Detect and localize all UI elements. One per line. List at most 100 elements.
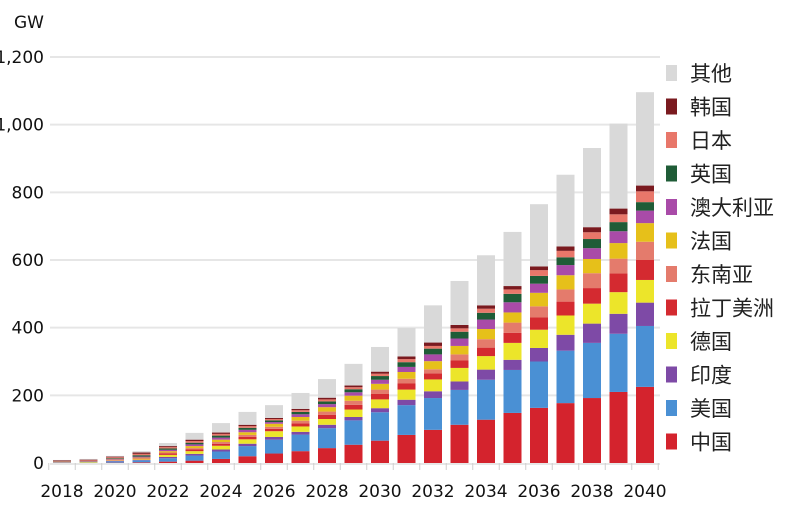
x-tick-label: 2030 — [358, 482, 401, 502]
bar-segment-拉丁美洲 — [477, 347, 495, 357]
bar-segment-法国 — [477, 329, 495, 340]
x-tick-label: 2028 — [305, 482, 348, 502]
bar-segment-中国 — [424, 429, 442, 463]
bar-segment-印度 — [636, 302, 654, 326]
x-tick-label: 2022 — [146, 482, 189, 502]
bar-segment-其他 — [106, 455, 124, 457]
bar-segment-中国 — [556, 403, 575, 463]
bar-segment-东南亚 — [371, 389, 389, 394]
bar-segment-东南亚 — [424, 369, 442, 374]
bar-segment-中国 — [450, 424, 469, 463]
legend-item-美国: 美国 — [666, 397, 732, 421]
legend-label: 拉丁美洲 — [690, 297, 774, 321]
bar-segment-拉丁美洲 — [291, 423, 310, 427]
bar-2030 — [371, 346, 389, 463]
bar-segment-澳大利亚 — [609, 231, 628, 244]
bar-segment-印度 — [477, 369, 495, 380]
bar-segment-澳大利亚 — [530, 283, 548, 293]
bar-segment-韩国 — [477, 305, 495, 309]
bar-segment-日本 — [556, 250, 575, 258]
bar-segment-日本 — [132, 453, 151, 456]
y-tick-label: 800 — [12, 183, 44, 203]
legend-item-英国: 英国 — [666, 163, 732, 187]
bar-segment-其他 — [530, 204, 548, 267]
bar-segment-澳大利亚 — [159, 449, 177, 452]
bar-segment-澳大利亚 — [106, 458, 124, 460]
bar-segment-其他 — [503, 231, 522, 287]
bar-segment-美国 — [265, 439, 283, 454]
bar-segment-拉丁美洲 — [318, 414, 336, 420]
bar-segment-日本 — [371, 373, 389, 377]
bar-segment-美国 — [636, 325, 654, 387]
y-tick-label: 0 — [33, 454, 44, 474]
bar-segment-中国 — [636, 386, 654, 463]
bar-segment-韩国 — [318, 397, 336, 400]
bar-segment-印度 — [371, 408, 389, 413]
bar-segment-法国 — [371, 383, 389, 390]
bar-segment-英国 — [424, 348, 442, 355]
bar-segment-韩国 — [371, 371, 389, 374]
y-tick-label: 1,200 — [0, 48, 44, 68]
bar-segment-东南亚 — [503, 322, 522, 333]
bar-segment-英国 — [291, 411, 310, 415]
bar-segment-东南亚 — [609, 258, 628, 274]
bar-segment-德国 — [636, 279, 654, 303]
bar-segment-东南亚 — [636, 241, 654, 260]
bar-segment-东南亚 — [477, 339, 495, 348]
bar-segment-日本 — [265, 419, 283, 421]
bar-segment-英国 — [212, 435, 230, 438]
bar-segment-中国 — [318, 448, 336, 463]
legend-swatch — [666, 98, 677, 115]
bar-segment-韩国 — [185, 439, 204, 442]
bar-segment-韩国 — [344, 385, 363, 388]
bar-segment-韩国 — [530, 266, 548, 271]
bar-segment-东南亚 — [530, 306, 548, 318]
bar-segment-日本 — [450, 328, 469, 332]
bar-segment-法国 — [636, 223, 654, 242]
bar-segment-德国 — [477, 356, 495, 370]
legend-item-印度: 印度 — [666, 364, 732, 388]
bar-2029 — [344, 363, 363, 463]
legend-label: 德国 — [690, 330, 732, 354]
bar-segment-韩国 — [291, 408, 310, 411]
bar-segment-日本 — [79, 460, 98, 462]
bar-segment-中国 — [132, 462, 151, 463]
bar-segment-韩国 — [106, 456, 124, 458]
bar-segment-其他 — [397, 328, 416, 357]
bar-segment-中国 — [530, 407, 548, 463]
bar-segment-拉丁美洲 — [450, 360, 469, 368]
legend-swatch — [666, 433, 677, 450]
bar-segment-东南亚 — [212, 442, 230, 444]
bar-segment-印度 — [318, 424, 336, 429]
bar-segment-中国 — [159, 461, 177, 463]
x-tick-label: 2032 — [411, 482, 454, 502]
bar-segment-英国 — [238, 427, 257, 430]
bar-segment-中国 — [265, 453, 283, 463]
x-tick-label: 2020 — [93, 482, 136, 502]
bar-segment-印度 — [397, 399, 416, 406]
bar-2019 — [79, 458, 98, 463]
bar-segment-拉丁美洲 — [397, 383, 416, 390]
bars — [53, 92, 654, 463]
legend-swatch — [666, 333, 677, 349]
bar-segment-英国 — [556, 257, 575, 266]
legend-label: 中国 — [690, 431, 732, 455]
bar-segment-德国 — [291, 426, 310, 432]
bar-segment-印度 — [530, 347, 548, 362]
bar-segment-中国 — [291, 451, 310, 463]
bar-segment-日本 — [609, 214, 628, 223]
bar-segment-拉丁美洲 — [212, 443, 230, 446]
bar-2034 — [477, 255, 495, 463]
bar-segment-德国 — [424, 379, 442, 392]
x-tick-label: 2038 — [570, 482, 613, 502]
bar-segment-日本 — [318, 399, 336, 402]
bar-segment-东南亚 — [265, 426, 283, 429]
bar-segment-东南亚 — [318, 411, 336, 415]
legend-label: 东南亚 — [690, 263, 753, 287]
bar-segment-中国 — [583, 398, 601, 463]
bar-segment-法国 — [185, 446, 204, 449]
legend-item-中国: 中国 — [666, 431, 732, 455]
bar-segment-日本 — [530, 270, 548, 276]
bar-segment-其他 — [159, 443, 177, 447]
